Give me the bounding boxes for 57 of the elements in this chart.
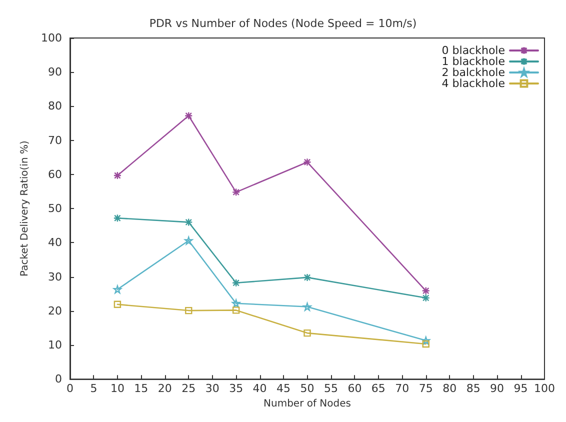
point [303, 273, 312, 282]
y-tick-label: 60 [48, 168, 62, 181]
point [113, 214, 122, 222]
point [304, 329, 311, 337]
x-tick-label: 35 [229, 382, 244, 396]
x-tick-label: 90 [490, 382, 504, 396]
point [422, 336, 430, 345]
point [422, 286, 430, 295]
point [114, 300, 122, 308]
y-tick-label: 30 [48, 270, 62, 284]
point [232, 299, 240, 308]
x-tick-label: 100 [534, 382, 555, 396]
legend-label: 1 blackhole [442, 55, 506, 68]
y-tick-label: 100 [41, 32, 62, 44]
point [422, 294, 430, 302]
x-tick-label: 70 [395, 382, 410, 396]
x-tick-label: 25 [182, 382, 196, 396]
x-tick-label: 45 [276, 382, 291, 396]
point [184, 218, 193, 226]
point [185, 306, 192, 314]
point [232, 278, 240, 288]
x-tick-label: 95 [514, 382, 528, 396]
x-tick-label: 15 [134, 382, 148, 396]
point [232, 306, 240, 314]
legend-label: 0 blackhole [442, 44, 506, 57]
legend-label: 4 blackhole [442, 77, 506, 90]
point [113, 171, 122, 180]
y-tick-label: 70 [48, 134, 62, 147]
point [303, 158, 312, 166]
y-tick-label: 0 [55, 372, 62, 386]
y-axis-title: Packet Delivery Ratio(in %) [20, 140, 31, 276]
point [422, 340, 430, 348]
y-tick-label: 40 [48, 236, 62, 250]
x-tick-label: 60 [348, 382, 362, 396]
x-tick-label: 20 [158, 382, 172, 396]
legend-label: 2 balckhole [442, 66, 506, 79]
x-tick-label: 85 [466, 382, 480, 396]
x-tick-label: 10 [110, 382, 124, 396]
y-tick-label: 20 [48, 304, 62, 318]
x-tick-label: 30 [205, 382, 220, 396]
x-tick-label: 80 [442, 382, 457, 396]
y-tick-label: 50 [48, 202, 62, 216]
y-tick-label: 90 [48, 66, 62, 79]
point [113, 285, 122, 294]
x-tick-label: 55 [324, 382, 338, 396]
point [232, 188, 240, 196]
x-tick-label: 40 [252, 382, 267, 396]
y-tick-label: 80 [48, 100, 62, 113]
point [184, 112, 193, 120]
x-tick-label: 50 [300, 382, 314, 396]
x-axis-title: Number of Nodes [264, 398, 351, 410]
x-tick-label: 5 [90, 382, 98, 396]
x-tick-label: 0 [66, 382, 74, 396]
x-tick-label: 75 [418, 382, 433, 396]
chart-title: PDR vs Number of Nodes (Node Speed = 10m/s) [149, 17, 417, 30]
x-tick-label: 65 [371, 382, 386, 396]
y-tick-label: 10 [48, 338, 62, 352]
